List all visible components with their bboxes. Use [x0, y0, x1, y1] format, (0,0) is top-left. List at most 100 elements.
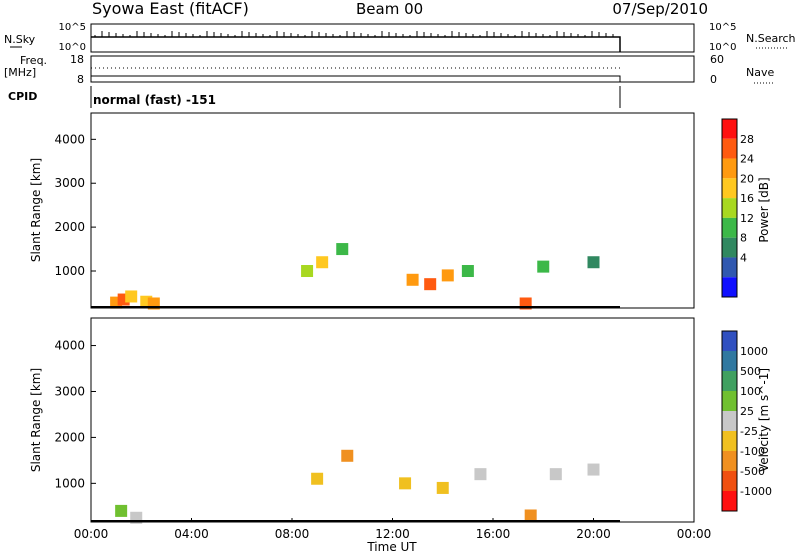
nsearch-tick-top: 10^5 — [709, 22, 736, 33]
colorbar-swatch — [722, 351, 737, 371]
colorbar-swatch — [722, 331, 737, 351]
colorbar-swatch — [722, 119, 737, 139]
y-tick-label: 3000 — [54, 384, 85, 398]
colorbar-tick-label: 24 — [740, 153, 754, 166]
heatmap-cell — [130, 511, 143, 524]
power-ylabel: Slant Range [km] — [29, 158, 43, 262]
colorbar-tick-label: -100 — [740, 445, 765, 458]
power-heatmap — [110, 243, 600, 310]
heatmap-cell — [474, 468, 487, 481]
heatmap-cell — [524, 509, 537, 522]
cpid-value: normal (fast) -151 — [93, 93, 216, 107]
x-axis-ticks: 00:00 04:00 08:00 12:00 16:00 20:00 00:00 — [74, 518, 712, 541]
x-tick-label: 12:00 — [375, 527, 410, 541]
cpid-label: CPID — [8, 90, 37, 103]
heatmap-cell — [587, 463, 600, 476]
colorbar-tick-label: 100 — [740, 385, 761, 398]
nave-tick-bottom: 0 — [710, 73, 717, 86]
velocity-colorbar: 1000 500 100 25 -25 -100 -500 -1000 — [721, 330, 772, 512]
heatmap-cell — [316, 256, 329, 269]
heatmap-cell — [115, 504, 128, 517]
heatmap-cell — [399, 477, 412, 490]
nsky-spikes — [94, 31, 614, 37]
power-colorbar-label: Power [dB] — [757, 177, 771, 242]
nsky-trace — [91, 36, 621, 52]
nsearch-tick-bottom: 10^0 — [709, 42, 736, 53]
y-tick-label: 4000 — [54, 339, 85, 353]
colorbar-swatch — [722, 277, 737, 297]
cpid-bracket — [90, 86, 621, 108]
freq-tick-top: 18 — [70, 53, 84, 66]
x-tick-label: 00:00 — [677, 527, 712, 541]
colorbar-swatch — [722, 217, 737, 238]
nsky-panel — [90, 23, 695, 53]
x-tick-label: 00:00 — [74, 527, 109, 541]
station-title: Syowa East (fitACF) — [92, 0, 249, 18]
beam-title: Beam 00 — [356, 0, 423, 18]
power-panel — [90, 112, 695, 309]
colorbar-tick-label: 1000 — [740, 345, 768, 358]
date-title: 07/Sep/2010 — [612, 0, 708, 18]
heatmap-cell — [311, 472, 324, 485]
colorbar-swatch — [722, 158, 737, 179]
colorbar-swatch — [722, 471, 737, 491]
heatmap-cell — [301, 265, 314, 278]
power-colorbar: 28 24 20 16 12 8 4 — [721, 118, 754, 298]
velocity-y-ticks: 1000 2000 3000 4000 — [54, 339, 96, 490]
colorbar-swatch — [722, 178, 737, 199]
colorbar-swatch — [722, 411, 737, 431]
y-tick-label: 3000 — [54, 176, 85, 190]
colorbar-frame — [721, 118, 738, 298]
heatmap-cell — [336, 243, 349, 256]
colorbar-tick-label: -25 — [740, 425, 758, 438]
freq-unit: [MHz] — [4, 66, 36, 79]
x-tick-label: 04:00 — [174, 527, 209, 541]
nsky-tick-bottom: 10^0 — [59, 42, 86, 53]
y-tick-label: 2000 — [54, 430, 85, 444]
freq-panel — [90, 55, 695, 83]
velocity-panel — [90, 317, 695, 523]
power-y-ticks: 1000 2000 3000 4000 — [54, 132, 96, 278]
heatmap-cell — [537, 260, 550, 273]
x-tick-label: 16:00 — [476, 527, 511, 541]
nsky-tick-top: 10^5 — [59, 22, 86, 33]
heatmap-cell — [406, 273, 419, 286]
colorbar-swatch — [722, 237, 737, 258]
nsky-label: N.Sky — [4, 33, 36, 46]
heatmap-cell — [125, 290, 138, 303]
nsearch-label: N.Search — [746, 32, 796, 45]
nave-label: Nave — [746, 66, 774, 79]
y-tick-label: 1000 — [54, 476, 85, 490]
colorbar-tick-label: 500 — [740, 365, 761, 378]
colorbar-swatch — [722, 391, 737, 411]
heatmap-cell — [549, 468, 562, 481]
freq-tick-bottom: 8 — [77, 73, 84, 86]
heatmap-cell — [441, 269, 454, 282]
heatmap-cell — [341, 449, 354, 462]
colorbar-frame — [721, 330, 738, 512]
heatmap-cell — [461, 265, 474, 278]
colorbar-tick-label: 20 — [740, 172, 754, 185]
colorbar-swatch — [722, 451, 737, 471]
velocity-colorbar-label: Velocity [m s^-1] — [757, 368, 771, 472]
freq-trace — [91, 75, 621, 82]
velocity-ylabel: Slant Range [km] — [29, 368, 43, 472]
colorbar-swatch — [722, 138, 737, 159]
freq-label: Freq. — [20, 54, 47, 67]
heatmap-cell — [587, 256, 600, 269]
colorbar-swatch — [722, 371, 737, 391]
colorbar-tick-label: 12 — [740, 212, 754, 225]
colorbar-swatch — [722, 198, 737, 218]
y-tick-label: 4000 — [54, 132, 85, 146]
colorbar-tick-label: 28 — [740, 133, 754, 146]
colorbar-swatch — [722, 431, 737, 451]
heatmap-cell — [436, 481, 449, 494]
colorbar-tick-label: 25 — [740, 405, 754, 418]
colorbar-tick-label: 4 — [740, 251, 747, 264]
colorbar-swatch — [722, 491, 737, 511]
x-tick-label: 08:00 — [275, 527, 310, 541]
colorbar-tick-label: -1000 — [740, 485, 772, 498]
colorbar-tick-label: 8 — [740, 232, 747, 245]
heatmap-cell — [424, 278, 437, 291]
